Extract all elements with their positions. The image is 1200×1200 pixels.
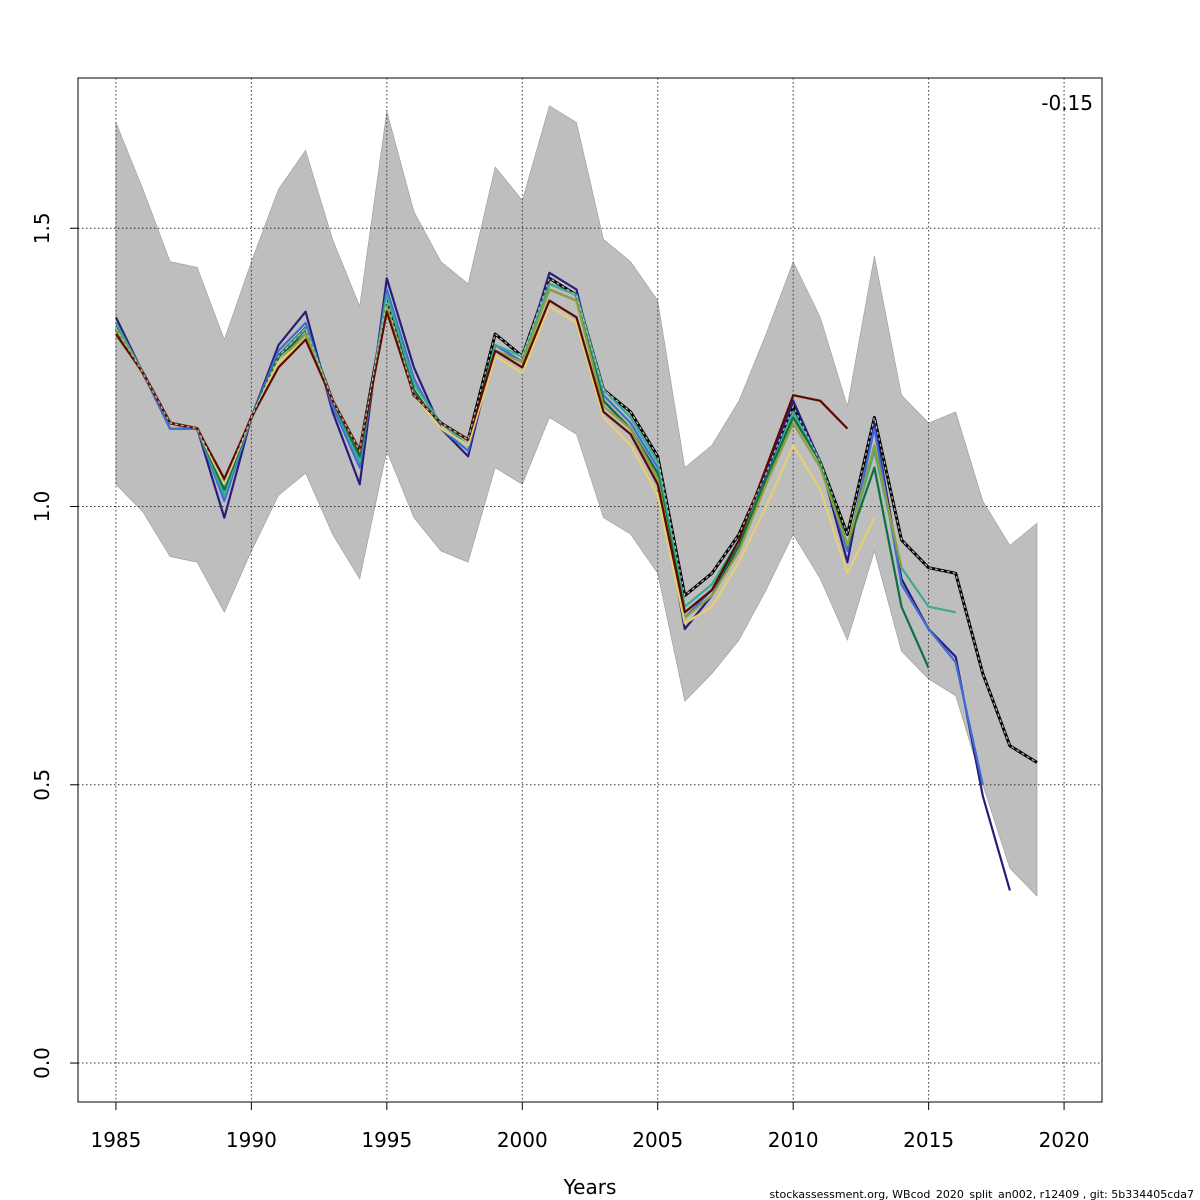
x-tick-label: 1985 bbox=[90, 1128, 141, 1152]
x-axis-title: Years bbox=[563, 1175, 617, 1199]
x-tick-label: 2010 bbox=[768, 1128, 819, 1152]
y-tick-label: 1.5 bbox=[30, 212, 54, 244]
y-tick-label: 0.5 bbox=[30, 769, 54, 801]
plot-frame bbox=[77, 77, 1103, 1103]
x-tick-label: 2000 bbox=[497, 1128, 548, 1152]
peel-series-line-7 bbox=[114, 299, 849, 614]
x-axis: 1985 1990 1995 2000 2005 2010 2015 2020 bbox=[90, 1102, 1090, 1152]
series-layer bbox=[114, 271, 1038, 891]
x-tick-label: 2015 bbox=[903, 1128, 954, 1152]
y-tick-label: 0.0 bbox=[30, 1047, 54, 1079]
x-tick-label: 1990 bbox=[226, 1128, 277, 1152]
x-tick-label: 2005 bbox=[632, 1128, 683, 1152]
confidence-band-layer bbox=[115, 105, 1038, 897]
corner-annotation: -0.15 bbox=[1041, 91, 1093, 115]
confidence-band bbox=[115, 105, 1038, 897]
grid-layer bbox=[78, 78, 1102, 1102]
y-tick-label: 1.0 bbox=[30, 491, 54, 523]
x-tick-label: 1995 bbox=[361, 1128, 412, 1152]
y-axis: 0.0 0.5 1.0 1.5 bbox=[30, 212, 78, 1079]
footer-credit: stockassessment.org, WBcod_2020_split_an… bbox=[769, 1188, 1194, 1200]
x-tick-label: 2020 bbox=[1039, 1128, 1090, 1152]
